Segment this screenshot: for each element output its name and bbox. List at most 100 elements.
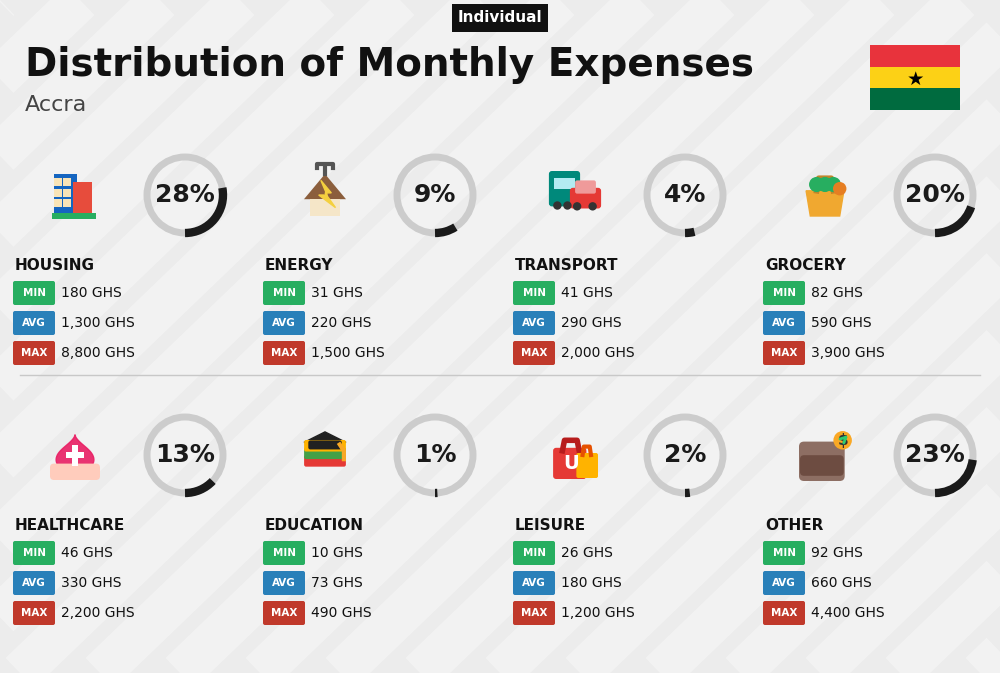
Bar bbox=[54, 199, 62, 207]
Text: AVG: AVG bbox=[272, 318, 296, 328]
Text: 20%: 20% bbox=[905, 183, 965, 207]
FancyBboxPatch shape bbox=[570, 188, 601, 209]
FancyBboxPatch shape bbox=[13, 341, 55, 365]
Text: OTHER: OTHER bbox=[765, 518, 823, 532]
Text: 2,200 GHS: 2,200 GHS bbox=[61, 606, 135, 620]
FancyBboxPatch shape bbox=[13, 311, 55, 335]
Text: 8,800 GHS: 8,800 GHS bbox=[61, 346, 135, 360]
Polygon shape bbox=[304, 432, 346, 442]
Circle shape bbox=[809, 177, 824, 192]
Text: 10 GHS: 10 GHS bbox=[311, 546, 363, 560]
Text: MIN: MIN bbox=[522, 288, 546, 298]
Text: AVG: AVG bbox=[22, 578, 46, 588]
FancyBboxPatch shape bbox=[799, 441, 845, 481]
FancyBboxPatch shape bbox=[513, 541, 555, 565]
Bar bbox=[63, 189, 71, 197]
Text: 1%: 1% bbox=[414, 443, 456, 467]
Text: 180 GHS: 180 GHS bbox=[61, 286, 122, 300]
Bar bbox=[66, 452, 84, 458]
Polygon shape bbox=[319, 180, 336, 207]
FancyBboxPatch shape bbox=[513, 341, 555, 365]
Text: 46 GHS: 46 GHS bbox=[61, 546, 113, 560]
Text: 4%: 4% bbox=[664, 183, 706, 207]
Bar bbox=[310, 199, 340, 216]
Text: AVG: AVG bbox=[522, 578, 546, 588]
Text: MAX: MAX bbox=[521, 608, 547, 618]
FancyBboxPatch shape bbox=[308, 440, 342, 450]
FancyBboxPatch shape bbox=[576, 453, 598, 478]
Text: 1,300 GHS: 1,300 GHS bbox=[61, 316, 135, 330]
Text: MAX: MAX bbox=[771, 348, 797, 358]
Polygon shape bbox=[56, 435, 94, 469]
FancyBboxPatch shape bbox=[13, 601, 55, 625]
Text: HEALTHCARE: HEALTHCARE bbox=[15, 518, 125, 532]
FancyBboxPatch shape bbox=[304, 455, 346, 466]
FancyBboxPatch shape bbox=[304, 448, 346, 459]
FancyBboxPatch shape bbox=[513, 281, 555, 305]
Text: 220 GHS: 220 GHS bbox=[311, 316, 372, 330]
Text: $: $ bbox=[837, 433, 848, 448]
Text: 590 GHS: 590 GHS bbox=[811, 316, 872, 330]
Text: MIN: MIN bbox=[22, 548, 46, 558]
FancyBboxPatch shape bbox=[575, 180, 596, 194]
Text: 28%: 28% bbox=[155, 183, 215, 207]
Text: AVG: AVG bbox=[272, 578, 296, 588]
Bar bbox=[54, 174, 77, 216]
Text: 23%: 23% bbox=[905, 443, 965, 467]
Circle shape bbox=[817, 177, 833, 192]
Text: EDUCATION: EDUCATION bbox=[265, 518, 364, 532]
Text: Accra: Accra bbox=[25, 95, 87, 115]
FancyBboxPatch shape bbox=[513, 601, 555, 625]
Text: U: U bbox=[563, 454, 579, 473]
Text: 2,000 GHS: 2,000 GHS bbox=[561, 346, 635, 360]
Text: AVG: AVG bbox=[772, 318, 796, 328]
Bar bbox=[72, 444, 78, 466]
Text: 3,900 GHS: 3,900 GHS bbox=[811, 346, 885, 360]
Text: 41 GHS: 41 GHS bbox=[561, 286, 613, 300]
Text: ENERGY: ENERGY bbox=[265, 258, 334, 273]
FancyBboxPatch shape bbox=[263, 281, 305, 305]
Text: MAX: MAX bbox=[21, 608, 47, 618]
Text: ★: ★ bbox=[906, 70, 924, 89]
FancyBboxPatch shape bbox=[763, 601, 805, 625]
FancyBboxPatch shape bbox=[263, 541, 305, 565]
Text: TRANSPORT: TRANSPORT bbox=[515, 258, 618, 273]
Text: MAX: MAX bbox=[521, 348, 547, 358]
Circle shape bbox=[553, 201, 562, 210]
Text: GROCERY: GROCERY bbox=[765, 258, 846, 273]
FancyBboxPatch shape bbox=[13, 571, 55, 595]
FancyBboxPatch shape bbox=[513, 311, 555, 335]
FancyBboxPatch shape bbox=[763, 311, 805, 335]
Text: 31 GHS: 31 GHS bbox=[311, 286, 363, 300]
Text: LEISURE: LEISURE bbox=[515, 518, 586, 532]
Text: 82 GHS: 82 GHS bbox=[811, 286, 863, 300]
Circle shape bbox=[833, 431, 852, 450]
FancyBboxPatch shape bbox=[513, 571, 555, 595]
FancyBboxPatch shape bbox=[800, 455, 844, 476]
Text: 180 GHS: 180 GHS bbox=[561, 576, 622, 590]
Bar bbox=[54, 189, 62, 197]
Bar bbox=[73, 182, 92, 216]
Text: 2%: 2% bbox=[664, 443, 706, 467]
Bar bbox=[52, 213, 96, 219]
Bar bbox=[63, 199, 71, 207]
Text: 4,400 GHS: 4,400 GHS bbox=[811, 606, 885, 620]
Polygon shape bbox=[304, 174, 346, 199]
Text: 1,500 GHS: 1,500 GHS bbox=[311, 346, 385, 360]
Text: 1,200 GHS: 1,200 GHS bbox=[561, 606, 635, 620]
Text: 26 GHS: 26 GHS bbox=[561, 546, 613, 560]
Text: 490 GHS: 490 GHS bbox=[311, 606, 372, 620]
Circle shape bbox=[833, 182, 846, 195]
Text: 330 GHS: 330 GHS bbox=[61, 576, 122, 590]
Bar bbox=[870, 67, 960, 88]
Text: 9%: 9% bbox=[414, 183, 456, 207]
Bar bbox=[870, 88, 960, 110]
FancyBboxPatch shape bbox=[13, 281, 55, 305]
Text: MAX: MAX bbox=[771, 608, 797, 618]
Bar bbox=[870, 45, 960, 67]
Text: 73 GHS: 73 GHS bbox=[311, 576, 363, 590]
Text: MAX: MAX bbox=[271, 608, 297, 618]
FancyBboxPatch shape bbox=[263, 341, 305, 365]
Text: 13%: 13% bbox=[155, 443, 215, 467]
Text: MIN: MIN bbox=[22, 288, 46, 298]
